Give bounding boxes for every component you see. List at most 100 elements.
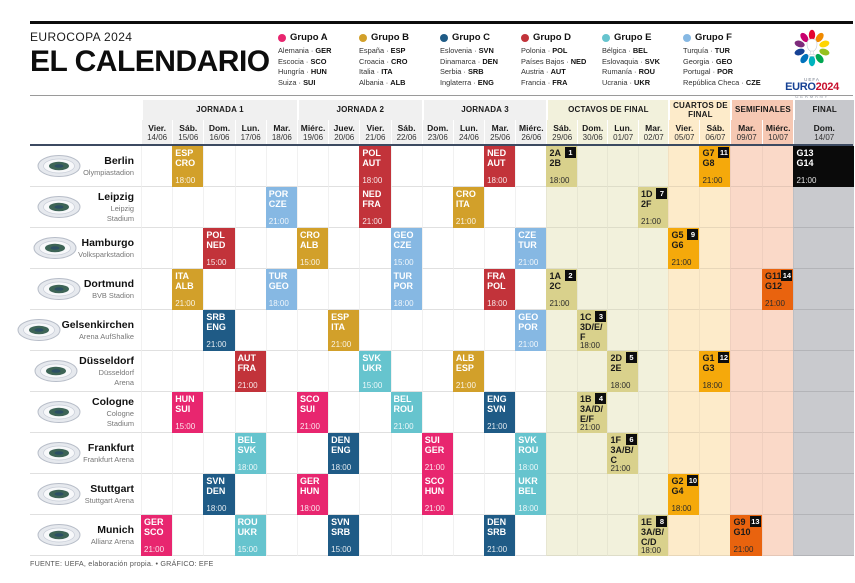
venue-city: Gelsenkirchen bbox=[61, 318, 134, 331]
date-day: Sáb. bbox=[706, 123, 725, 134]
calendar-cell bbox=[576, 515, 608, 556]
match-team: ESP bbox=[175, 148, 194, 158]
match-cell: POL NED 15:00 bbox=[203, 228, 235, 269]
match-cell: POR CZE 21:00 bbox=[265, 187, 297, 228]
venue-names: Stuttgart Stuttgart Arena bbox=[85, 483, 141, 505]
calendar-cell bbox=[452, 269, 485, 310]
calendar-cell bbox=[637, 474, 669, 515]
match-number-badge: 3 bbox=[595, 311, 607, 322]
match-time: 18:00 bbox=[393, 299, 414, 308]
match-cell: AUT FRA 21:00 bbox=[234, 351, 266, 392]
date-header-24-06: Lun. 24/06 bbox=[452, 120, 485, 146]
calendar-cell bbox=[546, 351, 577, 392]
group-color-dot bbox=[602, 33, 610, 42]
date-header-22-06: Sáb. 22/06 bbox=[390, 120, 422, 146]
calendar-cell bbox=[265, 228, 297, 269]
phase-header-label: JORNADA 3 bbox=[461, 105, 509, 115]
calendar-cell bbox=[203, 392, 235, 433]
venue-stadium: Volksparkstadion bbox=[78, 249, 134, 259]
calendar-cell: ALB ESP 21:00 bbox=[452, 351, 485, 392]
match-cell: UKR BEL 18:00 bbox=[515, 474, 547, 515]
calendar-cell bbox=[265, 351, 297, 392]
match-teams: HUN SUI bbox=[175, 394, 201, 414]
legend-team: Eslovaquia · SVK bbox=[602, 56, 660, 66]
match-time: 21:00 bbox=[671, 258, 692, 267]
calendar-cell bbox=[141, 187, 173, 228]
venue-city: Leipzig bbox=[97, 191, 134, 204]
stadium-icon bbox=[37, 442, 81, 464]
match-cell: ENG SVN 21:00 bbox=[484, 392, 516, 433]
legend-team: Polonia · POL bbox=[521, 46, 568, 55]
match-teams: POL AUT bbox=[362, 148, 388, 168]
legend-team-code: NED bbox=[570, 56, 587, 66]
calendar-cell: BEL ROU 21:00 bbox=[390, 392, 422, 433]
match-cell: 2D 2E 18:00 5 bbox=[607, 351, 638, 392]
calendar-cell: SVN SRB 15:00 bbox=[328, 515, 360, 556]
logo-petal bbox=[808, 29, 816, 41]
calendar-cell bbox=[576, 146, 608, 187]
calendar-cell: ENG SVN 21:00 bbox=[484, 392, 516, 433]
match-teams: DEN ENG bbox=[331, 435, 357, 455]
match-teams: SRB ENG bbox=[206, 312, 232, 332]
match-team: POR bbox=[393, 281, 414, 292]
match-team: UKR bbox=[362, 363, 382, 374]
uefa-label: UEFA bbox=[804, 77, 820, 82]
calendar-cell bbox=[761, 187, 794, 228]
match-time: 21:00 bbox=[237, 381, 258, 390]
match-team: GER bbox=[424, 445, 445, 456]
calendar-cell bbox=[359, 269, 391, 310]
match-teams: G1 G3 bbox=[702, 353, 728, 373]
match-cell: NED AUT 18:00 bbox=[484, 146, 516, 187]
match-team: 2D bbox=[610, 353, 622, 363]
match-team: ITA bbox=[331, 322, 345, 333]
date-value: 20/06 bbox=[334, 133, 355, 143]
match-number-badge: 9 bbox=[687, 229, 699, 240]
match-cell: ROU UKR 15:00 bbox=[234, 515, 266, 556]
match-cell: 1A 2C 21:00 2 bbox=[546, 269, 577, 310]
stadium-icon bbox=[33, 237, 77, 259]
match-team: FRA bbox=[362, 199, 381, 210]
match-teams: CZE TUR bbox=[518, 230, 544, 250]
legend-team-code: SVN bbox=[478, 46, 494, 55]
legend-team: Alemania · GER bbox=[278, 46, 332, 55]
calendar-cell: CRO ITA 21:00 bbox=[452, 187, 485, 228]
match-time: 15:00 bbox=[299, 258, 320, 267]
legend-team-code: ALB bbox=[390, 78, 406, 88]
match-teams: 2D 2E bbox=[610, 353, 636, 373]
calendar-cell: CZE TUR 21:00 bbox=[515, 228, 547, 269]
match-cell: POL AUT 18:00 bbox=[359, 146, 391, 187]
source-credit: FUENTE: UEFA, elaboración propia. • GRÁF… bbox=[30, 559, 214, 568]
match-team: 1A bbox=[549, 271, 561, 281]
calendar-cell bbox=[421, 392, 453, 433]
match-time: 18:00 bbox=[487, 299, 508, 308]
legend-group-label: Grupo C bbox=[452, 32, 490, 43]
match-team: BEL bbox=[237, 435, 256, 445]
calendar-cell bbox=[452, 310, 485, 351]
calendar-cell: ITA ALB 21:00 bbox=[172, 269, 204, 310]
date-value: 18/06 bbox=[271, 133, 292, 143]
table-corner bbox=[30, 100, 141, 120]
match-teams: GER SCO bbox=[144, 517, 170, 537]
date-value: 17/06 bbox=[240, 133, 261, 143]
venue-names: Gelsenkirchen Arena AufShalke bbox=[62, 319, 141, 341]
match-cell: 1C 3D/E/F 18:00 3 bbox=[576, 310, 608, 351]
match-time: 18:00 bbox=[549, 176, 570, 185]
match-cell: SCO SUI 21:00 bbox=[296, 392, 329, 433]
calendar-cell bbox=[761, 392, 794, 433]
match-teams: POR CZE bbox=[269, 189, 295, 209]
table-corner bbox=[30, 120, 141, 146]
legend-team: Albania · ALB bbox=[359, 78, 406, 88]
calendar-cell: CRO ALB 15:00 bbox=[296, 228, 329, 269]
date-day: Sáb. bbox=[553, 123, 572, 134]
calendar-cell bbox=[296, 515, 329, 556]
match-number-badge: 5 bbox=[625, 352, 637, 363]
match-team: SVN bbox=[206, 476, 225, 486]
match-team: SUI bbox=[175, 404, 191, 415]
match-cell: CZE TUR 21:00 bbox=[515, 228, 547, 269]
venue-stadium: Olympiastadion bbox=[83, 167, 134, 177]
calendar-cell bbox=[546, 474, 577, 515]
venue-row-stuttgart: Stuttgart Stuttgart Arena bbox=[30, 474, 141, 515]
calendar-cell bbox=[668, 269, 700, 310]
calendar-cell bbox=[730, 351, 762, 392]
match-team: 3A/B/C/D bbox=[640, 527, 664, 548]
